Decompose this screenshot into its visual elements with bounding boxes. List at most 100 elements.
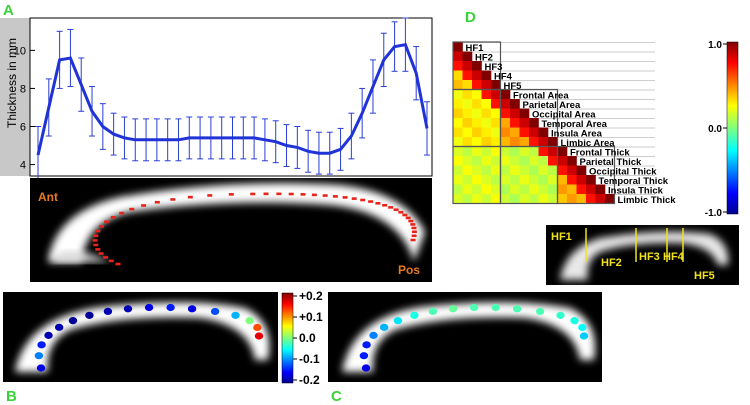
ant-label: Ant xyxy=(38,190,58,204)
surface-point xyxy=(410,311,419,319)
heatmap-cell xyxy=(548,194,558,204)
surface-point xyxy=(85,311,94,319)
centerline-dot xyxy=(410,238,416,242)
panel-label-d: D xyxy=(465,9,476,26)
heatmap-cell xyxy=(453,175,463,185)
surface-point xyxy=(535,307,545,316)
heatmap-cell xyxy=(529,184,539,195)
heatmap-cell xyxy=(529,194,539,204)
heatmap-cell xyxy=(453,70,463,81)
heatmap-cell xyxy=(481,127,492,138)
hf-label: HF5 xyxy=(694,270,715,282)
surface-point xyxy=(578,323,587,332)
surface-point xyxy=(187,305,197,313)
heatmap-cell xyxy=(548,175,558,185)
surface-point xyxy=(512,305,522,313)
heatmap-cell xyxy=(538,165,549,176)
heatmap-cell xyxy=(500,184,511,195)
centerline-dot xyxy=(408,219,414,223)
heatmap-cell xyxy=(576,165,587,176)
centerline-dot xyxy=(322,194,328,197)
row-label: Parietal Thick xyxy=(580,157,642,168)
heatmap-cell xyxy=(529,127,539,138)
heatmap-cell xyxy=(605,194,615,204)
heatmap-cell xyxy=(576,175,587,185)
row-label: Occipital Thick xyxy=(589,167,657,178)
heatmap-cell xyxy=(510,194,520,204)
heatmap-cell xyxy=(453,108,463,119)
y-tick-label: 8 xyxy=(20,83,26,95)
heatmap-cell xyxy=(453,51,463,62)
block-outlines xyxy=(452,41,616,205)
heatmap-cell xyxy=(548,184,558,195)
surface-point xyxy=(68,317,78,325)
surface-point xyxy=(37,341,46,349)
centerline-dot xyxy=(402,213,408,217)
heatmap-cell xyxy=(462,137,473,147)
row-label: HF2 xyxy=(475,53,493,64)
heatmap-cell xyxy=(462,165,473,176)
heatmap-cell xyxy=(586,194,596,204)
surface-point xyxy=(369,331,378,339)
heatmap-cell xyxy=(548,165,558,176)
heatmap-cell xyxy=(462,80,473,90)
surface-point xyxy=(210,307,220,316)
heatmap-cell xyxy=(548,156,558,166)
heatmap-cell xyxy=(453,99,463,109)
centerline-dot xyxy=(263,192,269,196)
row-label: Limbic Area xyxy=(561,138,616,149)
centerline-dot xyxy=(92,239,98,242)
heatmap-cell xyxy=(519,184,530,195)
heatmap-cell xyxy=(472,156,482,166)
panel-label-b: B xyxy=(6,388,17,405)
heatmap-cell xyxy=(519,108,530,119)
heatmap-cell xyxy=(491,137,501,147)
heatmap-cell xyxy=(529,165,539,176)
heatmap-cell xyxy=(595,184,606,195)
centerline-dot xyxy=(300,193,306,196)
heatmap-cell xyxy=(500,137,511,147)
heatmap-cell xyxy=(557,184,568,195)
heatmap-cell xyxy=(491,118,501,128)
heatmap-cell xyxy=(567,194,577,204)
centerline-dot xyxy=(382,203,388,207)
surface-point xyxy=(123,305,133,313)
centerline-dot xyxy=(398,210,404,214)
centerline-dot xyxy=(93,234,99,238)
row-label: Insula Area xyxy=(551,129,603,140)
surface-point xyxy=(361,364,371,372)
heatmap-cell xyxy=(500,108,511,119)
heatmap-cell xyxy=(462,70,473,81)
heatmap-cell xyxy=(481,165,492,176)
heatmap-cell xyxy=(538,156,549,166)
heatmap-cell xyxy=(462,127,473,138)
heatmap-cell xyxy=(510,137,520,147)
heatmap-cell xyxy=(557,156,568,166)
heatmap-cell xyxy=(462,194,473,204)
heatmap-cell xyxy=(538,184,549,195)
heatmap-cell xyxy=(557,146,568,157)
heatmap-cell xyxy=(472,194,482,204)
surface-point xyxy=(253,323,262,332)
centerline-dot xyxy=(410,223,416,226)
heatmap-cell xyxy=(453,184,463,195)
heatmap-cell xyxy=(481,108,492,119)
heatmap-cell xyxy=(538,127,549,138)
heatmap-cell xyxy=(491,89,501,100)
heatmap-cell xyxy=(472,80,482,90)
centerline-dot xyxy=(228,193,234,196)
heatmap-cell xyxy=(462,184,473,195)
heatmap-cell xyxy=(491,156,501,166)
centerline-dot xyxy=(207,194,213,197)
centerline-dot xyxy=(110,216,116,219)
heatmap-cell xyxy=(538,137,549,147)
colorbar-d xyxy=(726,41,739,215)
centerline-dot xyxy=(187,195,193,199)
heatmap-cell xyxy=(481,175,492,185)
heatmap-cell xyxy=(472,137,482,147)
centerline-dot xyxy=(411,226,417,230)
heatmap-cell xyxy=(557,194,568,204)
heatmap-cell xyxy=(519,137,530,147)
centerline-dot xyxy=(98,225,104,228)
